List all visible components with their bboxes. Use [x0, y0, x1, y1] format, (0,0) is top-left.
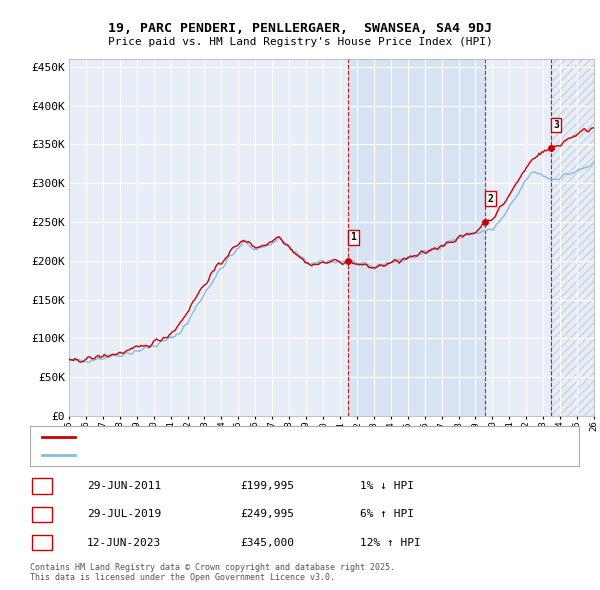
- Text: Contains HM Land Registry data © Crown copyright and database right 2025.: Contains HM Land Registry data © Crown c…: [30, 563, 395, 572]
- Text: 19, PARC PENDERI, PENLLERGAER, SWANSEA, SA4 9DJ (detached house): 19, PARC PENDERI, PENLLERGAER, SWANSEA, …: [81, 432, 457, 442]
- Text: 2: 2: [487, 194, 493, 204]
- Bar: [349, 59, 485, 416]
- Bar: [551, 59, 594, 416]
- Text: 1: 1: [350, 232, 356, 242]
- Text: This data is licensed under the Open Government Licence v3.0.: This data is licensed under the Open Gov…: [30, 573, 335, 582]
- Text: £249,995: £249,995: [240, 510, 294, 519]
- Text: 2: 2: [38, 510, 45, 519]
- Text: 3: 3: [38, 538, 45, 548]
- Text: 12-JUN-2023: 12-JUN-2023: [87, 538, 161, 548]
- Text: Price paid vs. HM Land Registry's House Price Index (HPI): Price paid vs. HM Land Registry's House …: [107, 37, 493, 47]
- Text: 1: 1: [38, 481, 45, 491]
- Text: 19, PARC PENDERI, PENLLERGAER,  SWANSEA, SA4 9DJ: 19, PARC PENDERI, PENLLERGAER, SWANSEA, …: [108, 22, 492, 35]
- Text: £199,995: £199,995: [240, 481, 294, 491]
- Text: 6% ↑ HPI: 6% ↑ HPI: [360, 510, 414, 519]
- Text: HPI: Average price, detached house, Swansea: HPI: Average price, detached house, Swan…: [81, 450, 334, 460]
- Text: 1% ↓ HPI: 1% ↓ HPI: [360, 481, 414, 491]
- Text: 29-JUN-2011: 29-JUN-2011: [87, 481, 161, 491]
- Text: 29-JUL-2019: 29-JUL-2019: [87, 510, 161, 519]
- Text: 12% ↑ HPI: 12% ↑ HPI: [360, 538, 421, 548]
- Text: £345,000: £345,000: [240, 538, 294, 548]
- Text: 3: 3: [553, 120, 559, 130]
